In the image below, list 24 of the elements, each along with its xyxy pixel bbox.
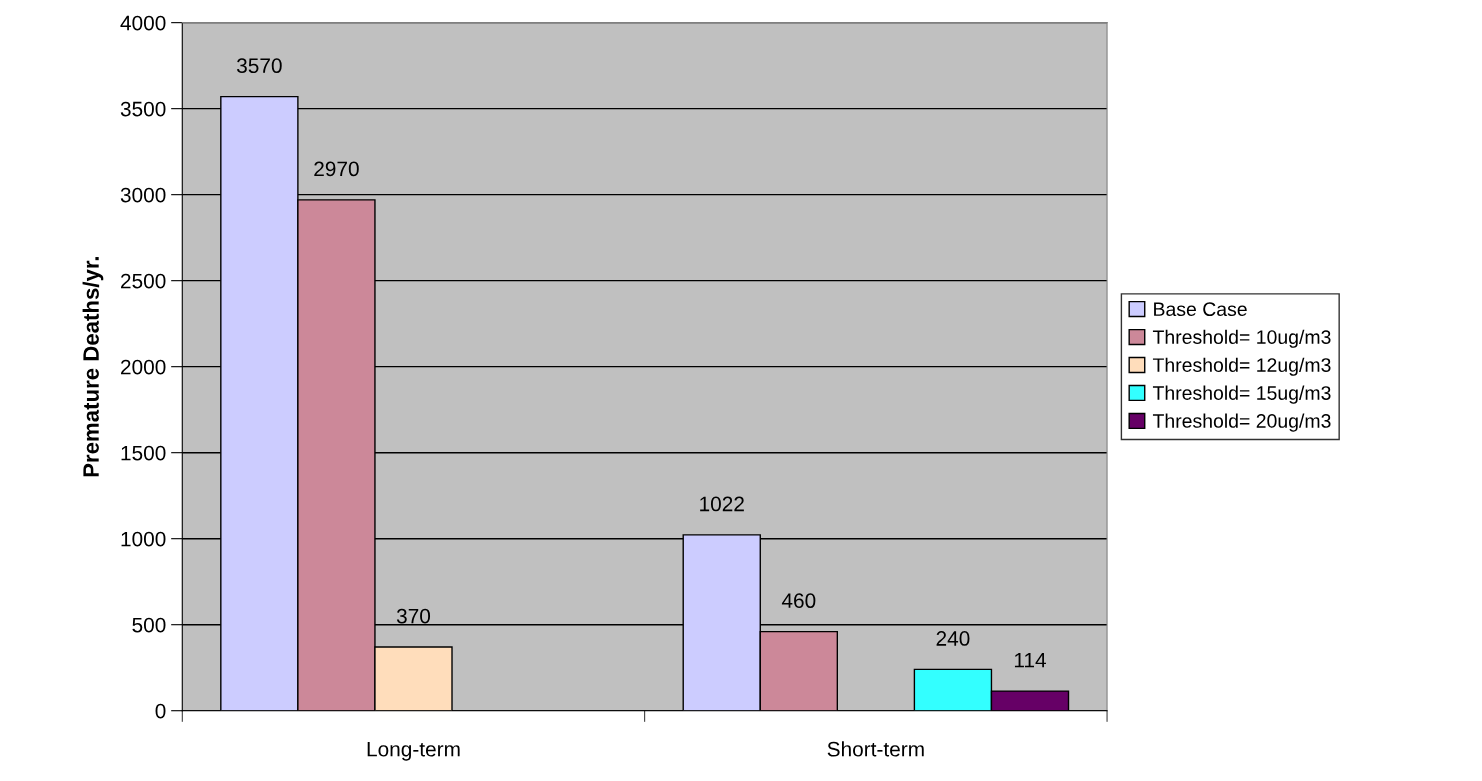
legend-label: Threshold= 12ug/m3: [1152, 357, 1331, 376]
y-tick-label: 3500: [120, 101, 166, 117]
legend-label: Threshold= 10ug/m3: [1152, 329, 1331, 348]
legend-label: Threshold= 15ug/m3: [1152, 385, 1331, 404]
y-tick-label: 2000: [121, 359, 166, 375]
data-label: 1022: [700, 496, 744, 512]
y-tick-label: 0: [155, 703, 166, 719]
legend-label: Base Case: [1154, 302, 1247, 317]
y-tick-label: 1500: [121, 445, 166, 461]
data-label: 2970: [314, 161, 359, 177]
y-tick-label: 4000: [120, 15, 166, 31]
data-label: 370: [396, 608, 431, 624]
y-tick-label: 3000: [120, 187, 166, 203]
y-axis-title: Premature Deaths/yr.: [82, 257, 104, 477]
data-label: 3570: [236, 58, 282, 74]
x-tick-label: Short-term: [827, 741, 924, 757]
data-label: 460: [781, 593, 816, 609]
y-tick-label: 500: [132, 617, 166, 633]
y-tick-label: 1000: [121, 531, 166, 547]
y-tick-label: 2500: [121, 273, 166, 289]
legend-label: Threshold= 20ug/m3: [1152, 413, 1331, 432]
x-tick-label: Long-term: [367, 742, 460, 761]
data-label: 114: [1014, 653, 1046, 668]
data-label: 240: [936, 631, 970, 646]
